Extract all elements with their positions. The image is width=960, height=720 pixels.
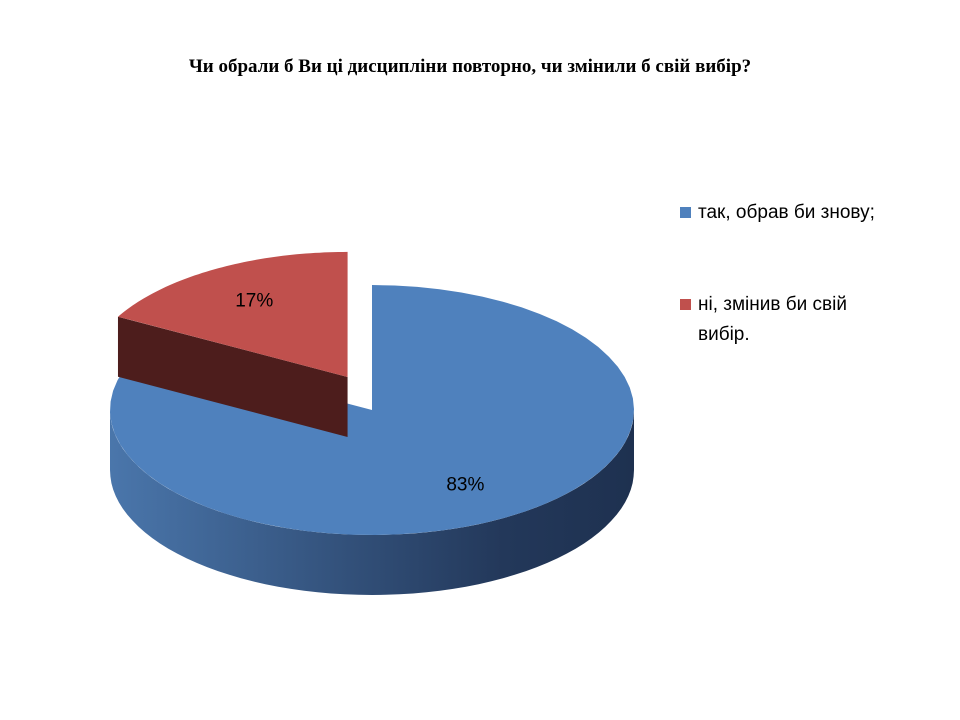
legend-item: ні, змінив би свій вибір. [680,290,890,350]
data-label: 83% [446,474,484,495]
pie-slice [110,285,634,535]
chart-title: Чи обрали б Ви ці дисципліни повторно, ч… [188,56,752,77]
legend-item: так, обрав би знову; [680,198,890,228]
legend-label: так, обрав би знову; [698,202,875,223]
legend: так, обрав би знову; ні, змінив би свій в… [680,198,890,412]
pie-edge [117,316,348,437]
data-label: 17% [235,291,273,312]
legend-swatch [680,299,691,310]
legend-swatch [680,207,691,218]
pie-slice [118,251,348,377]
legend-label: ні, змінив би свій вибір. [698,294,847,345]
pie-side [110,410,634,595]
